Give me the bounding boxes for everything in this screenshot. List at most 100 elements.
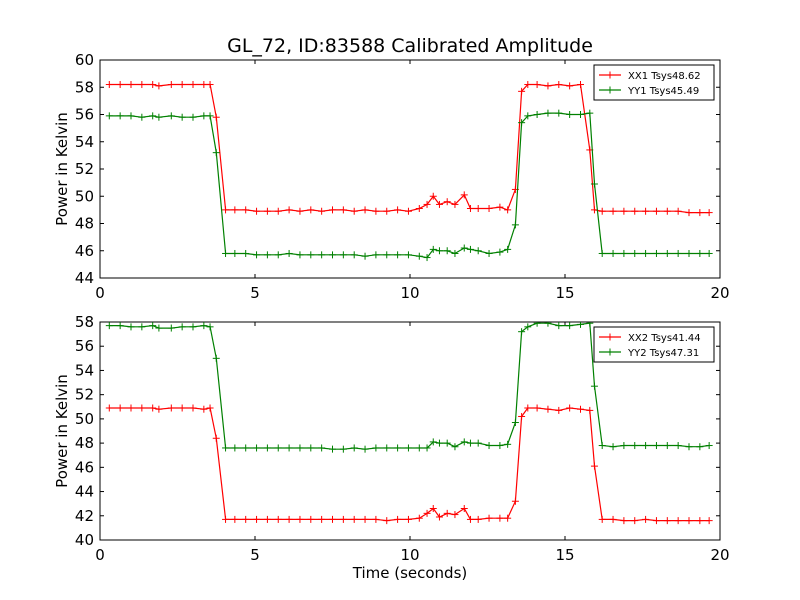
data-point	[524, 323, 532, 331]
y-tick-label: 52	[75, 386, 94, 404]
data-point	[212, 434, 220, 442]
data-point	[231, 515, 239, 523]
data-point	[222, 249, 230, 257]
data-point	[685, 517, 693, 525]
data-point	[533, 111, 541, 118]
data-point	[383, 517, 391, 525]
data-point	[222, 515, 230, 523]
data-point	[127, 404, 135, 412]
data-point	[620, 442, 628, 450]
data-point	[696, 209, 704, 217]
data-point	[566, 404, 574, 412]
data-point	[178, 81, 186, 89]
data-point	[590, 382, 598, 390]
data-point	[415, 444, 423, 452]
data-point	[609, 515, 617, 523]
data-point	[586, 109, 594, 117]
y-tick-label: 40	[75, 531, 94, 549]
data-point	[189, 81, 197, 89]
data-point	[206, 323, 214, 331]
data-point	[429, 438, 437, 446]
data-point	[443, 439, 451, 447]
data-point	[544, 109, 552, 117]
data-point	[620, 249, 628, 257]
data-point	[339, 206, 347, 214]
data-point	[138, 81, 146, 89]
data-point	[372, 207, 380, 215]
data-point	[566, 111, 574, 118]
data-point	[242, 444, 250, 452]
data-point	[212, 354, 220, 362]
data-point	[307, 251, 315, 259]
data-point	[178, 323, 186, 331]
data-point	[674, 249, 682, 257]
data-point	[167, 404, 175, 412]
data-point	[329, 515, 336, 523]
data-point	[138, 404, 146, 412]
legend-box	[593, 326, 715, 363]
data-point	[504, 514, 512, 522]
data-point	[339, 445, 347, 453]
data-point	[485, 442, 493, 450]
data-point	[127, 323, 135, 331]
data-point	[577, 111, 584, 118]
data-point	[307, 206, 315, 214]
y-tick-label: 44	[75, 269, 94, 287]
data-point	[231, 249, 239, 257]
data-point	[339, 251, 347, 259]
x-tick-label: 5	[250, 284, 260, 302]
data-point	[544, 405, 552, 413]
data-point	[394, 251, 402, 259]
x-tick-label: 15	[555, 284, 574, 302]
data-point	[415, 205, 423, 213]
data-point	[350, 444, 358, 452]
data-point	[435, 247, 443, 255]
data-point	[372, 251, 380, 259]
data-point	[674, 207, 682, 215]
data-point	[167, 112, 175, 120]
y-tick-label: 56	[75, 337, 94, 355]
legend-box	[593, 64, 715, 101]
data-point	[474, 515, 482, 523]
data-point	[361, 252, 369, 260]
data-point	[242, 206, 250, 214]
data-point	[307, 515, 315, 523]
data-point	[189, 113, 197, 121]
x-tick-label: 0	[95, 546, 105, 564]
y-tick-label: 46	[75, 242, 94, 260]
series-group	[105, 81, 713, 262]
data-point	[429, 505, 437, 513]
data-point	[263, 251, 271, 259]
data-point	[296, 207, 304, 215]
data-point	[189, 323, 197, 331]
data-point	[178, 113, 186, 121]
data-point	[200, 112, 208, 120]
data-point	[296, 444, 304, 452]
data-point	[485, 205, 493, 213]
data-point	[544, 82, 552, 90]
data-point	[443, 198, 451, 206]
data-point	[242, 249, 250, 257]
data-point	[423, 200, 431, 208]
y-axis-label: Power in Kelvin	[53, 374, 71, 488]
data-point	[663, 517, 671, 525]
data-point	[404, 207, 412, 215]
data-point	[394, 444, 402, 452]
data-point	[642, 442, 650, 450]
data-point	[285, 249, 293, 257]
data-point	[435, 200, 443, 208]
y-tick-label: 50	[75, 187, 94, 205]
data-point	[339, 515, 347, 523]
y-tick-label: 42	[75, 507, 94, 525]
y-tick-label: 54	[75, 133, 94, 151]
data-point	[466, 205, 474, 213]
x-tick-label: 20	[710, 284, 729, 302]
data-point	[296, 251, 304, 259]
y-tick-label: 54	[75, 361, 94, 379]
data-point	[155, 324, 163, 332]
data-point	[496, 203, 504, 211]
x-tick-label: 0	[95, 284, 105, 302]
data-point	[404, 251, 412, 259]
data-point	[149, 112, 157, 120]
data-point	[705, 249, 713, 257]
